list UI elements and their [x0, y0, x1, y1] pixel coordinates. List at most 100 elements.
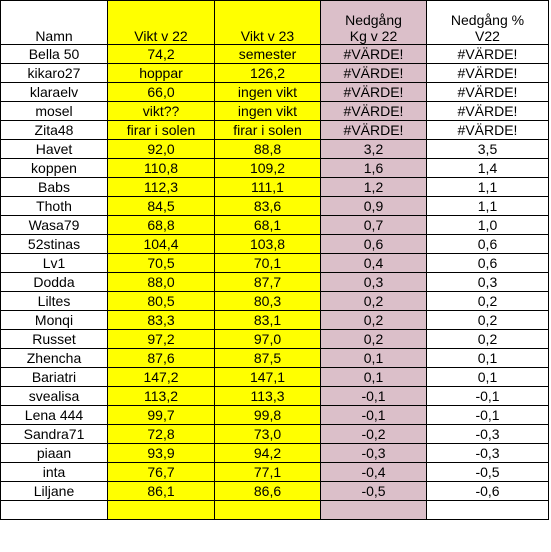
- cell-nedgang-pct[interactable]: 1,0: [426, 215, 549, 235]
- cell-vikt-v23[interactable]: ingen vikt: [214, 101, 321, 121]
- cell-nedgang-kg[interactable]: -0,4: [320, 462, 427, 482]
- cell-vikt-v22[interactable]: 88,0: [107, 272, 215, 292]
- cell-vikt-v22[interactable]: 66,0: [107, 82, 215, 102]
- header-cell-nedgang-kg[interactable]: Nedgång Kg v 22: [320, 0, 427, 45]
- cell-nedgang-kg[interactable]: 3,2: [320, 139, 427, 159]
- cell-name[interactable]: svealisa: [0, 386, 108, 406]
- cell-vikt-v23[interactable]: 77,1: [214, 462, 321, 482]
- cell-name[interactable]: koppen: [0, 158, 108, 178]
- cell-nedgang-kg[interactable]: [320, 500, 427, 520]
- cell-nedgang-pct[interactable]: -0,6: [426, 481, 549, 501]
- cell-vikt-v23[interactable]: 147,1: [214, 367, 321, 387]
- cell-nedgang-kg[interactable]: -0,1: [320, 386, 427, 406]
- cell-nedgang-kg[interactable]: 0,3: [320, 272, 427, 292]
- cell-nedgang-pct[interactable]: -0,5: [426, 462, 549, 482]
- cell-vikt-v23[interactable]: 109,2: [214, 158, 321, 178]
- cell-name[interactable]: Monqi: [0, 310, 108, 330]
- cell-name[interactable]: Zita48: [0, 120, 108, 140]
- cell-nedgang-pct[interactable]: #VÄRDE!: [426, 120, 549, 140]
- cell-vikt-v22[interactable]: firar i solen: [107, 120, 215, 140]
- cell-nedgang-pct[interactable]: 0,2: [426, 291, 549, 311]
- cell-nedgang-pct[interactable]: 0,6: [426, 253, 549, 273]
- cell-nedgang-kg[interactable]: 0,1: [320, 348, 427, 368]
- cell-name[interactable]: Russet: [0, 329, 108, 349]
- cell-name[interactable]: Havet: [0, 139, 108, 159]
- cell-nedgang-kg[interactable]: 1,6: [320, 158, 427, 178]
- cell-vikt-v22[interactable]: 76,7: [107, 462, 215, 482]
- cell-nedgang-pct[interactable]: -0,1: [426, 405, 549, 425]
- cell-name[interactable]: Liljane: [0, 481, 108, 501]
- cell-nedgang-pct[interactable]: 0,1: [426, 367, 549, 387]
- cell-nedgang-kg[interactable]: 0,6: [320, 234, 427, 254]
- cell-name[interactable]: kikaro27: [0, 63, 108, 83]
- cell-vikt-v23[interactable]: ingen vikt: [214, 82, 321, 102]
- cell-nedgang-pct[interactable]: -0,1: [426, 386, 549, 406]
- cell-name[interactable]: mosel: [0, 101, 108, 121]
- cell-vikt-v22[interactable]: 68,8: [107, 215, 215, 235]
- cell-vikt-v23[interactable]: 103,8: [214, 234, 321, 254]
- cell-vikt-v23[interactable]: 113,3: [214, 386, 321, 406]
- cell-name[interactable]: [0, 500, 108, 520]
- cell-nedgang-pct[interactable]: 0,6: [426, 234, 549, 254]
- cell-vikt-v22[interactable]: vikt??: [107, 101, 215, 121]
- header-cell-name[interactable]: Namn: [0, 0, 108, 45]
- cell-vikt-v23[interactable]: 70,1: [214, 253, 321, 273]
- header-cell-vikt-v22[interactable]: Vikt v 22: [107, 0, 215, 45]
- cell-nedgang-kg[interactable]: 1,2: [320, 177, 427, 197]
- cell-vikt-v23[interactable]: 87,7: [214, 272, 321, 292]
- cell-name[interactable]: klaraelv: [0, 82, 108, 102]
- cell-name[interactable]: 52stinas: [0, 234, 108, 254]
- cell-nedgang-pct[interactable]: [426, 500, 549, 520]
- cell-vikt-v22[interactable]: 80,5: [107, 291, 215, 311]
- cell-vikt-v23[interactable]: 68,1: [214, 215, 321, 235]
- cell-name[interactable]: Bariatri: [0, 367, 108, 387]
- cell-nedgang-pct[interactable]: #VÄRDE!: [426, 44, 549, 64]
- cell-name[interactable]: Bella 50: [0, 44, 108, 64]
- cell-vikt-v22[interactable]: 70,5: [107, 253, 215, 273]
- cell-name[interactable]: Dodda: [0, 272, 108, 292]
- cell-vikt-v22[interactable]: 104,4: [107, 234, 215, 254]
- cell-vikt-v22[interactable]: 113,2: [107, 386, 215, 406]
- cell-name[interactable]: inta: [0, 462, 108, 482]
- cell-vikt-v22[interactable]: 147,2: [107, 367, 215, 387]
- cell-vikt-v22[interactable]: 84,5: [107, 196, 215, 216]
- cell-name[interactable]: Babs: [0, 177, 108, 197]
- cell-nedgang-kg[interactable]: -0,3: [320, 443, 427, 463]
- cell-vikt-v22[interactable]: 87,6: [107, 348, 215, 368]
- cell-nedgang-pct[interactable]: 0,3: [426, 272, 549, 292]
- cell-nedgang-kg[interactable]: #VÄRDE!: [320, 82, 427, 102]
- cell-nedgang-pct[interactable]: 0,2: [426, 329, 549, 349]
- cell-name[interactable]: Liltes: [0, 291, 108, 311]
- cell-nedgang-kg[interactable]: #VÄRDE!: [320, 101, 427, 121]
- cell-vikt-v22[interactable]: 112,3: [107, 177, 215, 197]
- cell-vikt-v23[interactable]: [214, 500, 321, 520]
- cell-vikt-v22[interactable]: 83,3: [107, 310, 215, 330]
- cell-nedgang-kg[interactable]: 0,2: [320, 310, 427, 330]
- cell-nedgang-kg[interactable]: 0,9: [320, 196, 427, 216]
- cell-nedgang-pct[interactable]: #VÄRDE!: [426, 101, 549, 121]
- cell-name[interactable]: piaan: [0, 443, 108, 463]
- cell-vikt-v23[interactable]: 94,2: [214, 443, 321, 463]
- cell-vikt-v23[interactable]: 73,0: [214, 424, 321, 444]
- cell-vikt-v23[interactable]: 126,2: [214, 63, 321, 83]
- cell-vikt-v22[interactable]: hoppar: [107, 63, 215, 83]
- cell-vikt-v23[interactable]: 86,6: [214, 481, 321, 501]
- cell-vikt-v23[interactable]: 83,6: [214, 196, 321, 216]
- cell-nedgang-kg[interactable]: -0,5: [320, 481, 427, 501]
- cell-vikt-v23[interactable]: 80,3: [214, 291, 321, 311]
- cell-nedgang-kg[interactable]: -0,1: [320, 405, 427, 425]
- cell-name[interactable]: Zhencha: [0, 348, 108, 368]
- cell-name[interactable]: Lv1: [0, 253, 108, 273]
- cell-nedgang-kg[interactable]: -0,2: [320, 424, 427, 444]
- cell-vikt-v22[interactable]: 97,2: [107, 329, 215, 349]
- cell-vikt-v23[interactable]: 87,5: [214, 348, 321, 368]
- cell-nedgang-pct[interactable]: 1,4: [426, 158, 549, 178]
- cell-vikt-v22[interactable]: 110,8: [107, 158, 215, 178]
- header-cell-vikt-v23[interactable]: Vikt v 23: [214, 0, 321, 45]
- cell-vikt-v23[interactable]: 99,8: [214, 405, 321, 425]
- header-cell-nedgang-pct[interactable]: Nedgång % V22: [426, 0, 549, 45]
- cell-vikt-v22[interactable]: [107, 500, 215, 520]
- cell-name[interactable]: Lena 444: [0, 405, 108, 425]
- cell-vikt-v23[interactable]: 97,0: [214, 329, 321, 349]
- cell-nedgang-pct[interactable]: 1,1: [426, 196, 549, 216]
